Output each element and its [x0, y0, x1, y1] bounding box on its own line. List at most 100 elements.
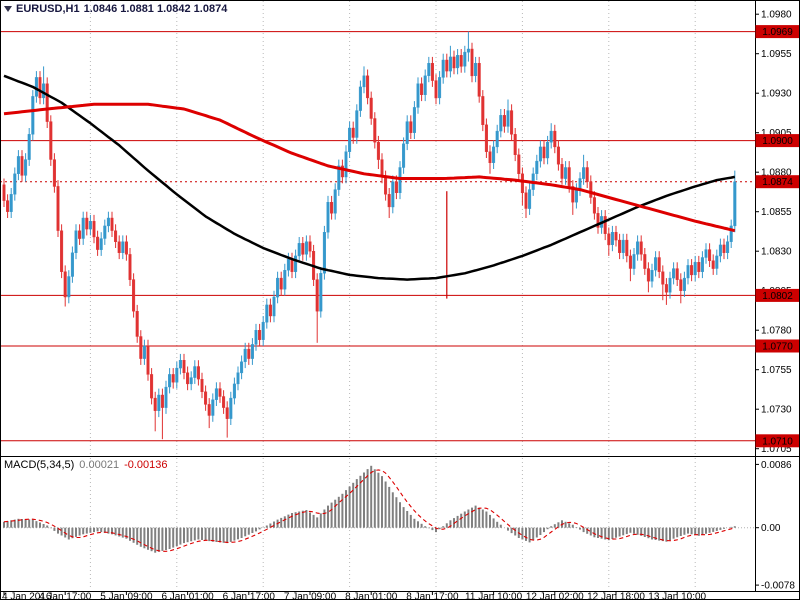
candle	[142, 339, 146, 365]
candle	[236, 366, 240, 391]
candle	[477, 56, 481, 103]
candle	[582, 154, 586, 185]
candle	[373, 112, 377, 149]
candle	[499, 109, 503, 138]
candle	[110, 211, 114, 237]
candle	[250, 338, 254, 365]
candle	[722, 238, 726, 260]
macd-plot-surface[interactable]	[0, 457, 755, 591]
candle	[607, 227, 611, 256]
candle	[99, 232, 103, 256]
svg-text:13 Jan 10:00: 13 Jan 10:00	[648, 592, 706, 600]
candle	[632, 248, 636, 275]
candle	[628, 249, 632, 282]
candle	[139, 330, 143, 365]
candle	[470, 42, 474, 83]
price-axis-surface[interactable]	[755, 0, 800, 591]
candle	[366, 69, 370, 105]
svg-text:1.0955: 1.0955	[761, 49, 792, 60]
candle	[718, 238, 722, 263]
candle	[589, 175, 593, 204]
svg-text:1.0730: 1.0730	[761, 405, 792, 416]
candle	[265, 298, 269, 329]
candle	[463, 45, 467, 73]
candle	[20, 150, 24, 182]
candle	[333, 183, 337, 220]
candle	[351, 121, 355, 144]
macd-layer	[0, 465, 755, 553]
candle	[160, 388, 164, 440]
candle	[74, 224, 78, 260]
candle	[398, 161, 402, 200]
candle	[664, 278, 668, 305]
candle	[524, 186, 528, 218]
macd-signal-value: -0.00136	[124, 459, 168, 471]
candle	[60, 224, 64, 279]
svg-text:8 Jan 01:00: 8 Jan 01:00	[345, 592, 398, 600]
price-axis: 1.0980 1.0955 1.0930 1.0905 1.0880 1.0855 1.08…	[755, 0, 800, 591]
chart-title: EURUSD,H1 1.0846 1.0881 1.0842 1.0874	[4, 3, 227, 15]
svg-text:1.0905: 1.0905	[761, 128, 792, 139]
candle	[520, 167, 524, 206]
candle	[391, 175, 395, 214]
candle	[585, 161, 589, 188]
candle	[409, 115, 413, 139]
candle	[682, 271, 686, 297]
candle	[88, 214, 92, 236]
candle	[340, 159, 344, 184]
candle	[13, 167, 17, 201]
candle	[553, 124, 557, 154]
candle	[625, 233, 629, 263]
candle	[686, 259, 690, 285]
candle	[196, 360, 200, 386]
candle	[369, 91, 373, 125]
chart-plot-surface[interactable]	[0, 0, 755, 455]
svg-text:1.0930: 1.0930	[761, 89, 792, 100]
svg-text:1.0755: 1.0755	[761, 365, 792, 376]
candle	[412, 101, 416, 139]
candle	[438, 71, 442, 105]
candle	[474, 56, 478, 83]
svg-text:0.00: 0.00	[761, 523, 781, 534]
candle	[535, 154, 539, 181]
candle	[232, 377, 236, 405]
candle	[495, 124, 499, 154]
candle	[294, 249, 298, 279]
candle	[78, 224, 82, 245]
candle	[96, 230, 100, 256]
candle	[596, 207, 600, 234]
candle	[416, 77, 420, 114]
candle	[434, 74, 438, 105]
time-axis-surface[interactable]	[0, 591, 800, 600]
candle	[430, 56, 434, 87]
candle	[211, 393, 215, 422]
candle	[337, 159, 341, 196]
candle	[27, 128, 31, 166]
candle	[445, 53, 449, 78]
svg-text:7 Jan 09:00: 7 Jan 09:00	[284, 592, 337, 600]
svg-text:12 Jan 18:00: 12 Jan 18:00	[587, 592, 645, 600]
candle	[492, 140, 496, 169]
candle	[693, 255, 697, 282]
candle	[178, 353, 182, 375]
candle	[610, 225, 614, 252]
candle	[106, 211, 110, 233]
candle	[672, 262, 676, 285]
candle	[506, 99, 510, 133]
candle	[427, 56, 431, 83]
candle	[636, 235, 640, 261]
candle	[171, 368, 175, 389]
candle	[31, 90, 35, 141]
candle	[358, 80, 362, 117]
candle	[466, 31, 470, 62]
candle	[207, 398, 211, 429]
ma-red-line	[3, 102, 736, 233]
candle	[708, 243, 712, 267]
candle	[326, 195, 330, 239]
candle	[704, 243, 708, 264]
candle	[488, 145, 492, 174]
candle	[423, 69, 427, 102]
candle	[405, 115, 409, 151]
candle	[592, 191, 596, 220]
candle	[621, 233, 625, 260]
